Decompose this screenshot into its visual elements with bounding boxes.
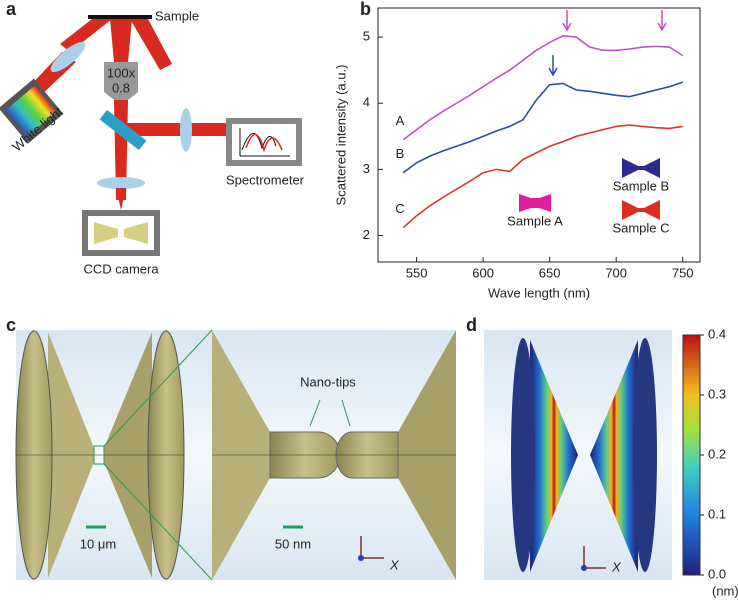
axis-label: X [611, 559, 622, 574]
model-render: Nano-tips 10 μm 50 nm X [15, 329, 456, 581]
scale-label: 50 nm [275, 536, 311, 551]
x-tick-label: 750 [672, 265, 694, 280]
objective-label: 100x [107, 65, 136, 80]
x-tick-label: 700 [605, 265, 627, 280]
y-tick-label: 2 [363, 227, 370, 242]
colorbar-tick-label: 0.4 [708, 326, 726, 341]
panel-label: d [466, 315, 477, 335]
colorbar-tick-label: 0.1 [708, 506, 726, 521]
x-tick-label: 650 [539, 265, 561, 280]
colorbar-unit: (nm) [712, 583, 738, 598]
y-tick-label: 5 [363, 29, 370, 44]
sample-legend: Sample C [612, 220, 669, 235]
series-label: C [395, 201, 404, 216]
colorbar-tick-label: 0.3 [708, 386, 726, 401]
series-line [402, 124, 683, 229]
nano-tips-label: Nano-tips [300, 374, 356, 389]
colorbar-tick-label: 0.0 [708, 566, 726, 581]
spectrometer-label: Spectrometer [226, 172, 305, 187]
y-axis-title: Scattered intensity (a.u.) [333, 65, 348, 206]
y-tick-label: 4 [363, 95, 370, 110]
spectra-chart: 550 600 650 700 750 2 3 4 5 Wave length (nm) Scatt… [333, 7, 701, 300]
series-line [402, 81, 683, 174]
scale-label: 10 μm [80, 536, 116, 551]
panel-label: b [360, 0, 371, 19]
panel-label: a [6, 0, 17, 19]
sample-legend: Sample A [507, 213, 563, 228]
field-map: X (nm) 0.0 0.1 0.2 0.3 0.4 [484, 326, 738, 598]
x-tick-label: 550 [406, 265, 428, 280]
y-tick-label: 3 [363, 161, 370, 176]
colorbar-tick-label: 0.2 [708, 446, 726, 461]
panel-label: c [6, 315, 16, 335]
setup-diagram: Sample 100x 0.8 White light Spectrometer… [0, 8, 305, 276]
sample-label: Sample [155, 8, 199, 23]
x-axis-title: Wave length (nm) [488, 285, 590, 300]
axis-label: X [389, 557, 400, 572]
series-line [402, 34, 684, 141]
camera-label: CCD camera [83, 261, 159, 276]
sample-legend: Sample B [613, 178, 669, 193]
x-tick-label: 600 [472, 265, 494, 280]
series-label: A [396, 113, 405, 128]
series-label: B [396, 146, 405, 161]
objective-label: 0.8 [112, 80, 130, 95]
